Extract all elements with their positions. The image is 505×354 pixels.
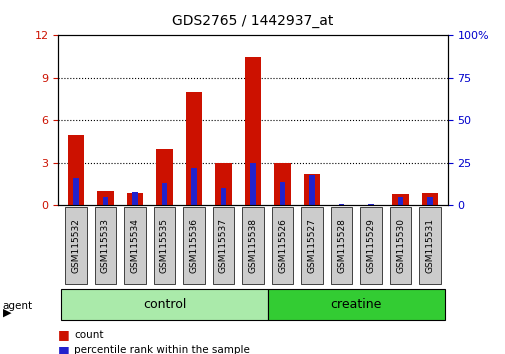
FancyBboxPatch shape [94,207,116,284]
FancyBboxPatch shape [154,207,175,284]
Text: count: count [74,330,104,339]
Text: GSM115529: GSM115529 [366,218,375,273]
Text: ■: ■ [58,328,70,341]
Bar [103,197,108,205]
Bar [279,182,285,205]
FancyBboxPatch shape [271,207,292,284]
Text: GSM115538: GSM115538 [248,218,257,273]
Text: GSM115532: GSM115532 [71,218,80,273]
Bar [156,149,172,205]
FancyBboxPatch shape [301,207,322,284]
Bar [249,163,256,205]
FancyBboxPatch shape [65,207,86,284]
Text: GSM115531: GSM115531 [425,218,434,273]
FancyBboxPatch shape [213,207,234,284]
Bar [338,204,344,205]
FancyBboxPatch shape [389,207,411,284]
Bar [97,191,113,205]
Text: GSM115534: GSM115534 [130,218,139,273]
Bar [191,168,196,205]
Bar [185,92,201,205]
Bar [244,57,261,205]
FancyBboxPatch shape [242,207,263,284]
Text: creatine: creatine [330,298,381,311]
Text: GSM115528: GSM115528 [336,218,345,273]
FancyBboxPatch shape [61,289,267,320]
Bar [397,197,402,205]
Text: ▶: ▶ [3,307,11,317]
Bar [274,163,290,205]
Bar [309,175,314,205]
Text: GSM115527: GSM115527 [307,218,316,273]
Text: GSM115526: GSM115526 [277,218,286,273]
Bar [161,183,167,205]
Bar [304,174,320,205]
Bar [220,188,226,205]
Text: GSM115530: GSM115530 [395,218,405,273]
Text: agent: agent [3,301,33,311]
Bar [421,193,437,205]
Text: GSM115537: GSM115537 [219,218,228,273]
Bar [68,135,84,205]
FancyBboxPatch shape [360,207,381,284]
FancyBboxPatch shape [419,207,440,284]
FancyBboxPatch shape [183,207,204,284]
FancyBboxPatch shape [267,289,444,320]
Bar [368,204,373,205]
Bar [426,197,432,205]
Text: percentile rank within the sample: percentile rank within the sample [74,346,250,354]
Bar [127,193,143,205]
Bar [215,163,231,205]
FancyBboxPatch shape [124,207,145,284]
FancyBboxPatch shape [330,207,351,284]
Text: GSM115535: GSM115535 [160,218,169,273]
Bar [392,194,408,205]
Bar [132,192,137,205]
Bar [73,178,79,205]
Text: GSM115536: GSM115536 [189,218,198,273]
Text: ■: ■ [58,344,70,354]
Text: GSM115533: GSM115533 [100,218,110,273]
Text: GDS2765 / 1442937_at: GDS2765 / 1442937_at [172,14,333,28]
Text: control: control [142,298,186,311]
